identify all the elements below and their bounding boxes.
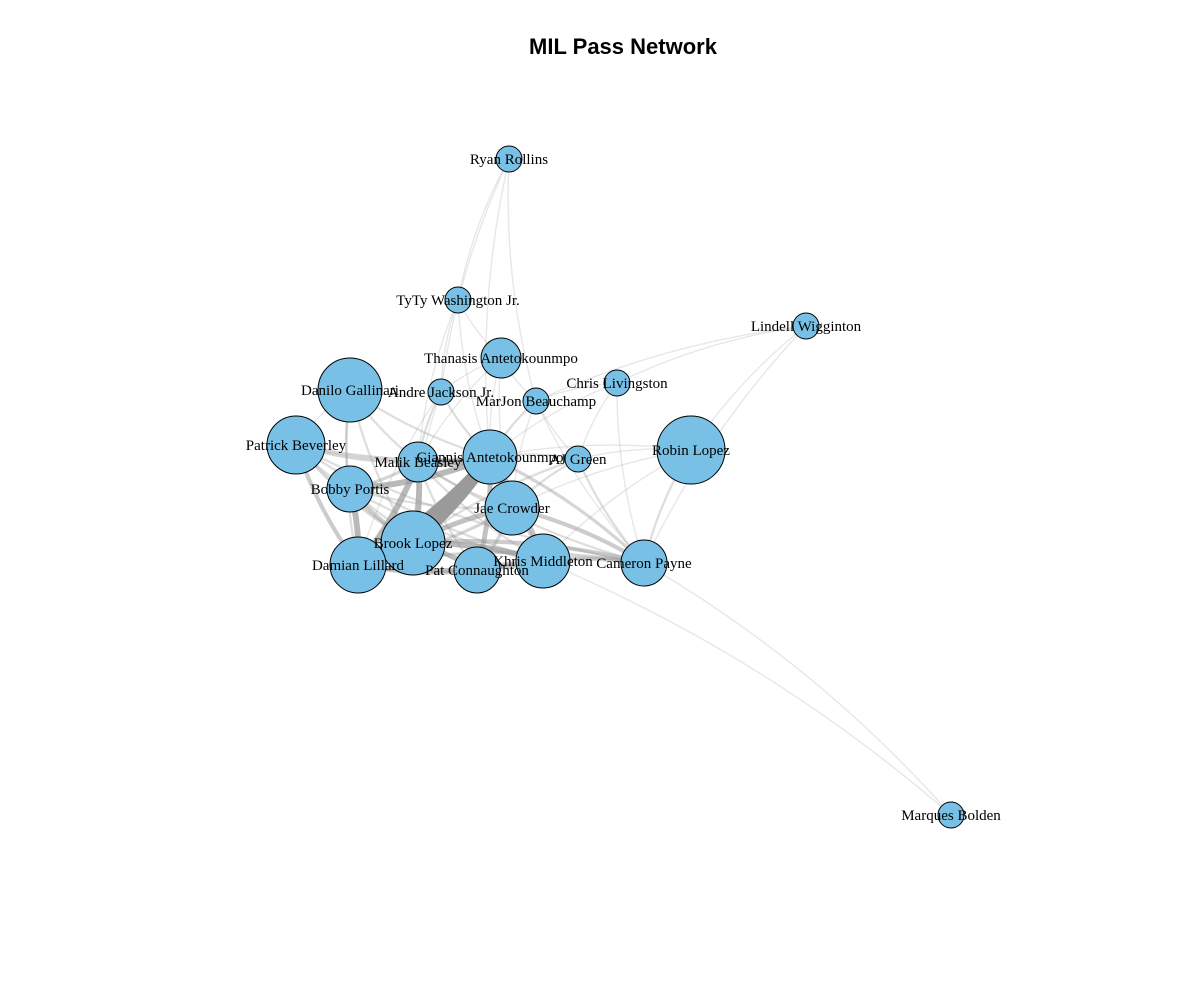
node-label-malik-beasley: Malik Beasley (374, 455, 462, 471)
chart-title: MIL Pass Network (529, 34, 717, 59)
node-thanasis-antetokounmpo (480, 337, 522, 379)
edge-marques-bolden-cameron-payne (643, 562, 952, 816)
node-tyty-washington (444, 286, 472, 314)
edge-patrick-beverley-cameron-payne (294, 443, 646, 565)
node-chris-livingston (603, 369, 631, 397)
node-marques-bolden (937, 801, 965, 829)
edge-ryan-rollins-andre-jackson (440, 158, 510, 393)
node-danilo-gallinari (317, 357, 383, 423)
node-label-patrick-beverley: Patrick Beverley (246, 438, 347, 454)
node-label-andre-jackson: Andre Jackson Jr. (388, 385, 494, 401)
node-label-aj-green: AJ Green (549, 452, 607, 468)
node-label-marques-bolden: Marques Bolden (901, 808, 1001, 824)
node-pat-connaughton (453, 546, 501, 594)
edge-ryan-rollins-giannis-antetokounmpo (485, 158, 510, 458)
node-label-pat-connaughton: Pat Connaughton (425, 563, 529, 579)
node-patrick-beverley (266, 415, 326, 475)
node-label-robin-lopez: Robin Lopez (652, 443, 730, 459)
edge-marques-bolden-khris-middleton (542, 560, 952, 816)
node-label-lindell-wigginton: Lindell Wigginton (751, 319, 862, 335)
node-malik-beasley (397, 441, 439, 483)
node-label-tyty-washington: TyTy Washington Jr. (396, 293, 520, 309)
label-layer: Ryan Rollins TyTy Washington Jr. Lindell W… (246, 152, 1001, 824)
node-label-ryan-rollins: Ryan Rollins (470, 152, 548, 168)
node-jae-crowder (484, 480, 540, 536)
node-label-thanasis-antetokounmpo: Thanasis Antetokounmpo (424, 351, 578, 367)
edge-ryan-rollins-tyty-washington (457, 158, 510, 301)
node-andre-jackson (427, 378, 455, 406)
node-lindell-wigginton (792, 312, 820, 340)
node-bobby-portis (326, 465, 374, 513)
node-label-cameron-payne: Cameron Payne (596, 556, 692, 572)
node-damian-lillard (329, 536, 387, 594)
node-label-jae-crowder: Jae Crowder (474, 501, 549, 517)
node-ryan-rollins (495, 145, 523, 173)
node-label-giannis-antetokounmpo: Giannis Antetokounmpo (416, 450, 563, 466)
edge-ryan-rollins-marjon-beauchamp (507, 158, 537, 402)
node-label-marjon-beauchamp: MarJon Beauchamp (476, 394, 596, 410)
edge-lindell-wigginton-chris-livingston (616, 325, 807, 384)
edge-layer (293, 158, 952, 816)
node-label-bobby-portis: Bobby Portis (311, 482, 390, 498)
node-label-damian-lillard: Damian Lillard (312, 558, 405, 574)
node-label-khris-middleton: Khris Middleton (493, 554, 593, 570)
edge-lindell-wigginton-marjon-beauchamp (535, 325, 807, 402)
node-giannis-antetokounmpo (462, 429, 518, 485)
node-layer (266, 145, 965, 829)
node-robin-lopez (656, 415, 726, 485)
edge-marjon-beauchamp-cameron-payne (535, 400, 645, 564)
node-khris-middleton (515, 533, 571, 589)
node-brook-lopez (380, 510, 446, 576)
node-label-brook-lopez: Brook Lopez (374, 536, 453, 552)
node-cameron-payne (620, 539, 668, 587)
node-label-chris-livingston: Chris Livingston (566, 376, 668, 392)
node-aj-green (564, 445, 592, 473)
node-marjon-beauchamp (522, 387, 550, 415)
node-label-danilo-gallinari: Danilo Gallinari (301, 383, 399, 399)
